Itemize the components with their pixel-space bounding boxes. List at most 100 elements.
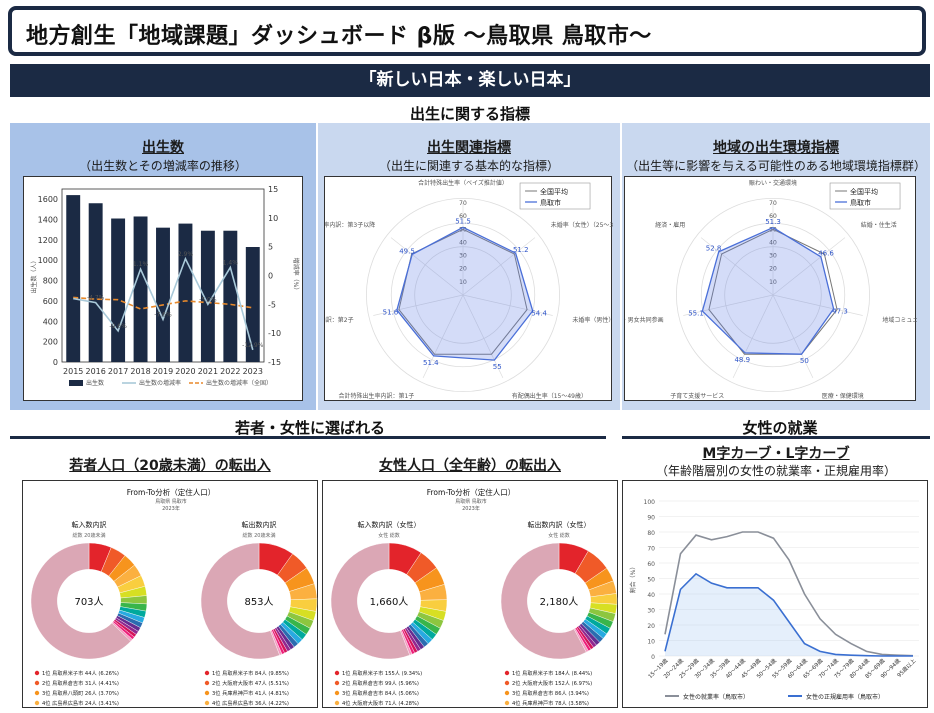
r-tick-label: 40 — [459, 239, 467, 246]
fromto-subtitle: 鳥取県 鳥取市 — [155, 498, 187, 505]
women-migration-chart[interactable]: From-To分析（定住人口） 鳥取県 鳥取市 2023年 1,660人 転入数内訳（女… — [322, 480, 618, 713]
youth-divider — [10, 436, 606, 439]
value-label: 50 — [800, 357, 809, 365]
legend-label: 全国平均 — [540, 187, 568, 196]
birth-radar-svg: 1020304050607051.551.254.45551.451.649.5… — [278, 179, 651, 400]
y-tick-label: 50 — [647, 577, 655, 584]
axis-label: 経済・雇用 — [655, 221, 685, 229]
donut-title: 転入数内訳（女性） — [358, 520, 421, 529]
legend-label: 鳥取市 — [850, 198, 871, 207]
bar — [156, 227, 170, 362]
birth-count-title: 出生数 — [142, 140, 184, 156]
legend-item: 4位 兵庫県神戸市 78人 (3.58%) — [512, 699, 589, 707]
x-tick-label: 2023 — [243, 367, 263, 376]
rate-data-label: 2.9% — [178, 251, 194, 258]
legend-label: 女性の就業率（鳥取市） — [683, 693, 749, 701]
donut-center-label: 853人 — [244, 596, 273, 608]
environment-indicators-panel: 地域の出生環境指標 （出生等に影響を与える可能性のある地域環境指標群） 10 20… — [604, 123, 931, 410]
fromto-subtitle: 鳥取県 鳥取市 — [455, 498, 487, 505]
value-label: 51.2 — [513, 246, 529, 254]
legend-dot — [334, 670, 340, 676]
y-tick-label: 70 — [647, 546, 655, 553]
legend-dot — [204, 670, 210, 676]
bar — [133, 216, 148, 362]
donut-center-label: 1,660人 — [370, 596, 409, 608]
x-tick-label: 2018 — [130, 367, 150, 376]
r-tick-label: 20 — [459, 266, 467, 273]
y2-tick-label: -5 — [268, 300, 276, 309]
legend-item: 4位 大阪府大阪市 71人 (4.28%) — [342, 699, 419, 707]
birth-bar-svg: 0 200 400 600 800 1000 1200 1400 1600 15 10 5 0 -5 -10… — [30, 185, 300, 387]
value-label: 51.5 — [455, 218, 471, 226]
legend-label: 鳥取市 — [540, 198, 561, 207]
y-tick-label: 1200 — [38, 236, 58, 245]
y2-tick-label: 0 — [268, 272, 273, 281]
fromto-title: From-To分析（定住人口） — [127, 487, 216, 497]
y-tick-label: 1400 — [38, 216, 58, 225]
spoke — [422, 294, 464, 379]
donut-hole — [357, 569, 421, 633]
legend-dot — [34, 670, 40, 676]
axis-label: 結婚・住生活 — [861, 221, 897, 229]
y-tick-label: 600 — [43, 297, 58, 306]
legend-dot — [334, 690, 340, 696]
donut-center-label: 703人 — [74, 596, 103, 608]
donut-filter: 総数 20歳未満 — [243, 532, 276, 539]
axis-label: 子育て支援サービス — [670, 392, 724, 400]
r-tick-label: 30 — [769, 253, 777, 260]
x-tick-label: 2020 — [175, 367, 195, 376]
national-rate-line — [73, 296, 253, 310]
bar — [66, 195, 81, 362]
y-tick-label: 0 — [53, 358, 58, 367]
legend-dot — [334, 700, 340, 706]
environment-radar-svg: 1020304050607051.346.647.35048.955.152.8… — [604, 179, 931, 400]
regular-rate-area — [665, 573, 913, 656]
y-axis-label: 出生数（人） — [30, 257, 38, 293]
donut-center-label: 2,180人 — [540, 596, 579, 608]
average-polygon — [708, 228, 838, 355]
donut-filter: 女性 総数 — [378, 532, 400, 539]
spoke — [772, 237, 846, 296]
legend-item: 4位 広島県広島市 36人 (4.22%) — [212, 699, 289, 707]
r-tick-label: 60 — [459, 213, 467, 220]
legend-item: 1位 鳥取県米子市 44人 (6.26%) — [42, 669, 119, 677]
legend-swatch — [69, 380, 83, 386]
legend-label: 出生数 — [86, 379, 104, 387]
donut-hole — [527, 569, 591, 633]
legend-dot — [504, 700, 510, 706]
youth-migration-chart[interactable]: From-To分析（定住人口） 鳥取県 鳥取市 2023年 703人 転入数内訳 総数 2… — [22, 480, 318, 713]
legend-dot — [504, 690, 510, 696]
birth-count-chart[interactable]: 0 200 400 600 800 1000 1200 1400 1600 15 10 5 0 -5 -10… — [23, 176, 303, 401]
spoke — [462, 294, 553, 316]
value-label: 51.3 — [765, 218, 781, 226]
donut-hole — [57, 569, 121, 633]
donut-hole — [227, 569, 291, 633]
x-tick-label: 2022 — [220, 367, 240, 376]
donut-filter: 総数 20歳未満 — [73, 532, 106, 539]
legend-item: 3位 兵庫県神戸市 41人 (4.81%) — [212, 689, 289, 697]
environment-indicators-subtitle: （出生等に影響を与える可能性のある地域環境指標群） — [626, 159, 926, 173]
axis-label: 医療・保健環境 — [822, 392, 864, 400]
bar — [245, 247, 260, 362]
spoke — [373, 294, 464, 316]
birth-count-panel: 出生数 （出生数とその増減率の推移） 0 200 400 600 800 1000 1200… — [10, 123, 316, 410]
axis-label: 地域コミュニティ — [882, 316, 917, 324]
women-migration-title: 女性人口（全年齢）の転出入 — [379, 458, 561, 474]
value-label: 46.6 — [818, 250, 834, 258]
environment-radar-chart[interactable]: 1020304050607051.346.647.35048.955.152.8… — [604, 176, 931, 401]
grid-ring — [676, 198, 870, 392]
donut-title: 転入数内訳 — [72, 520, 107, 529]
axis-label: 賑わい・交通環境 — [749, 179, 797, 187]
legend-item: 2位 鳥取県倉吉市 99人 (5.96%) — [342, 679, 419, 687]
value-label: 49.5 — [399, 247, 415, 255]
x-tick-label: 2016 — [85, 367, 105, 376]
y-tick-label: 1600 — [38, 195, 58, 204]
birth-indicators-subtitle: （出生に関連する基本的な指標） — [378, 159, 559, 173]
m-curve-chart[interactable]: 0 10 20 30 40 50 60 70 80 90 100 割合（%） 15～19歳 20～24歳 2… — [622, 480, 928, 708]
x-tick-label: 2015 — [63, 367, 83, 376]
birth-radar-chart[interactable]: 1020304050607051.551.254.45551.451.649.5… — [278, 176, 651, 401]
bar — [111, 218, 126, 362]
axis-label: 合計特殊出生率（ベイズ推計値） — [418, 179, 508, 187]
y-tick-label: 800 — [43, 277, 58, 286]
y-axis-label: 割合（%） — [629, 564, 637, 594]
